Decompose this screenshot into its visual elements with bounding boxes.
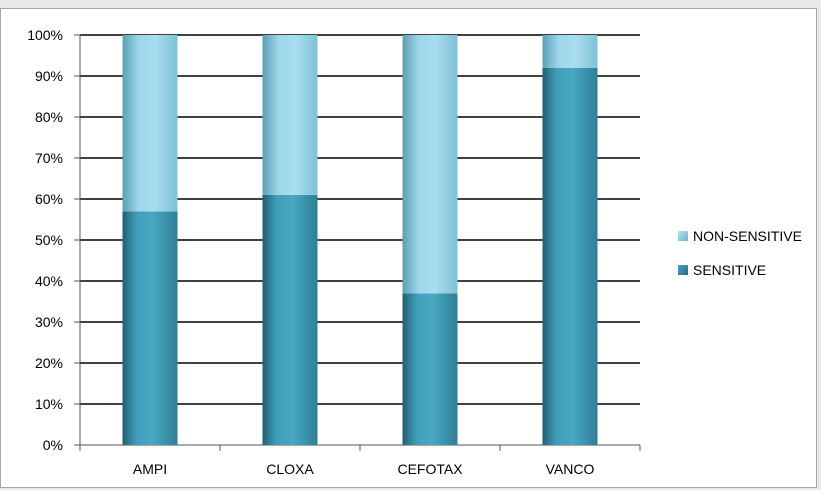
legend-swatch-sensitive — [678, 265, 688, 275]
y-tick-label: 50% — [35, 232, 63, 248]
bar-sensitive-ampi — [122, 211, 178, 445]
x-tick-label: AMPI — [133, 461, 167, 477]
y-tick-label: 70% — [35, 150, 63, 166]
legend-label-sensitive: SENSITIVE — [693, 262, 766, 278]
y-tick-label: 30% — [35, 314, 63, 330]
bar-non-sensitive-vanco — [542, 35, 598, 68]
y-tick-label: 40% — [35, 273, 63, 289]
x-tick-label: CLOXA — [266, 461, 314, 477]
x-tick-label: VANCO — [546, 461, 595, 477]
legend-label-non-sensitive: NON-SENSITIVE — [693, 228, 802, 244]
bar-non-sensitive-ampi — [122, 35, 178, 212]
y-tick-label: 90% — [35, 68, 63, 84]
legend: NON-SENSITIVE SENSITIVE — [678, 228, 802, 278]
legend-swatch-non-sensitive — [678, 231, 688, 241]
y-tick-label: 20% — [35, 355, 63, 371]
bars — [122, 35, 598, 446]
y-tick-label: 0% — [43, 437, 63, 453]
bar-sensitive-cloxa — [262, 194, 318, 445]
y-tick-label: 80% — [35, 109, 63, 125]
bar-sensitive-vanco — [542, 67, 598, 446]
y-tick-label: 10% — [35, 396, 63, 412]
bar-non-sensitive-cefotax — [402, 35, 458, 294]
y-tick-label: 60% — [35, 191, 63, 207]
bar-non-sensitive-cloxa — [262, 35, 318, 195]
bar-sensitive-cefotax — [402, 293, 458, 445]
x-tick-label: CEFOTAX — [397, 461, 463, 477]
tick-labels: 0% 10% 20% 30% 40% 50% 60% 70% 80% 90% 100% AMPI CLO… — [27, 27, 594, 477]
y-tick-label: 100% — [27, 27, 63, 43]
